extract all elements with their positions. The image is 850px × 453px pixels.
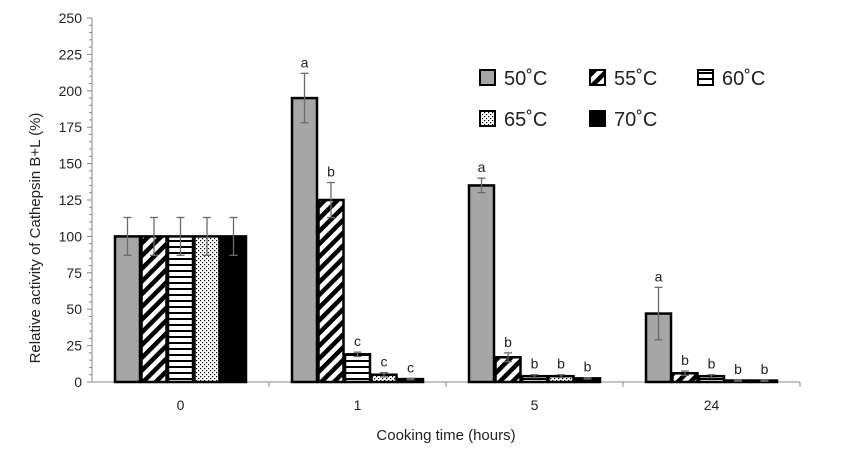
y-tick-label: 25 (66, 338, 82, 354)
data-label: c (381, 354, 388, 370)
legend-label: 70˚C (614, 109, 657, 131)
x-tick-label: 1 (354, 397, 362, 413)
legend-swatch (479, 110, 496, 127)
data-label: b (504, 334, 512, 350)
bars: a b c c c a b b b b a b b b b (113, 54, 779, 384)
legend-label: 50˚C (504, 68, 547, 90)
y-tick-label: 50 (66, 301, 82, 317)
data-label: c (407, 359, 414, 375)
bar (290, 96, 319, 384)
y-tick-label: 75 (66, 265, 82, 281)
data-label: a (301, 54, 309, 70)
data-label: b (681, 352, 689, 368)
data-label: b (708, 356, 716, 372)
y-tick-label: 250 (59, 10, 83, 26)
bar (644, 312, 673, 384)
legend-swatch (589, 69, 606, 86)
data-label: b (584, 359, 592, 375)
legend-label: 65˚C (504, 109, 547, 131)
x-tick-label: 24 (704, 397, 720, 413)
y-tick-label: 175 (59, 119, 83, 135)
y-tick-label: 125 (59, 192, 83, 208)
bar (193, 235, 221, 384)
bar (317, 198, 345, 384)
y-tick-label: 0 (74, 374, 82, 390)
legend-label: 55˚C (614, 68, 657, 90)
legend-label: 60˚C (722, 68, 765, 90)
y-tick-label: 100 (59, 228, 83, 244)
data-label: b (557, 356, 565, 372)
data-label: a (478, 159, 486, 175)
legend-swatch (479, 69, 496, 86)
x-axis-label: Cooking time (hours) (376, 427, 515, 444)
x-tick-label: 5 (531, 397, 539, 413)
bar (343, 353, 372, 384)
y-tick-label: 150 (59, 156, 83, 172)
x-tick-label: 0 (177, 397, 185, 413)
y-tick-label: 200 (59, 83, 83, 99)
legend: 50˚C 55˚C 60˚C 65˚C 70˚C (479, 68, 765, 131)
y-axis-label: Relative activity of Cathepsin B+L (%) (27, 113, 44, 364)
data-label: b (531, 356, 539, 372)
bar (140, 235, 168, 384)
bar (467, 184, 496, 384)
bar (219, 235, 248, 384)
data-label: b (327, 164, 335, 180)
legend-swatch (697, 69, 714, 86)
data-label: b (734, 361, 742, 377)
bar (494, 355, 522, 384)
data-label: c (354, 333, 361, 349)
bar (166, 235, 195, 384)
bar (113, 235, 142, 384)
data-label: b (761, 361, 769, 377)
legend-swatch (589, 110, 606, 127)
y-tick-label: 225 (59, 46, 83, 62)
data-label: a (655, 268, 663, 284)
